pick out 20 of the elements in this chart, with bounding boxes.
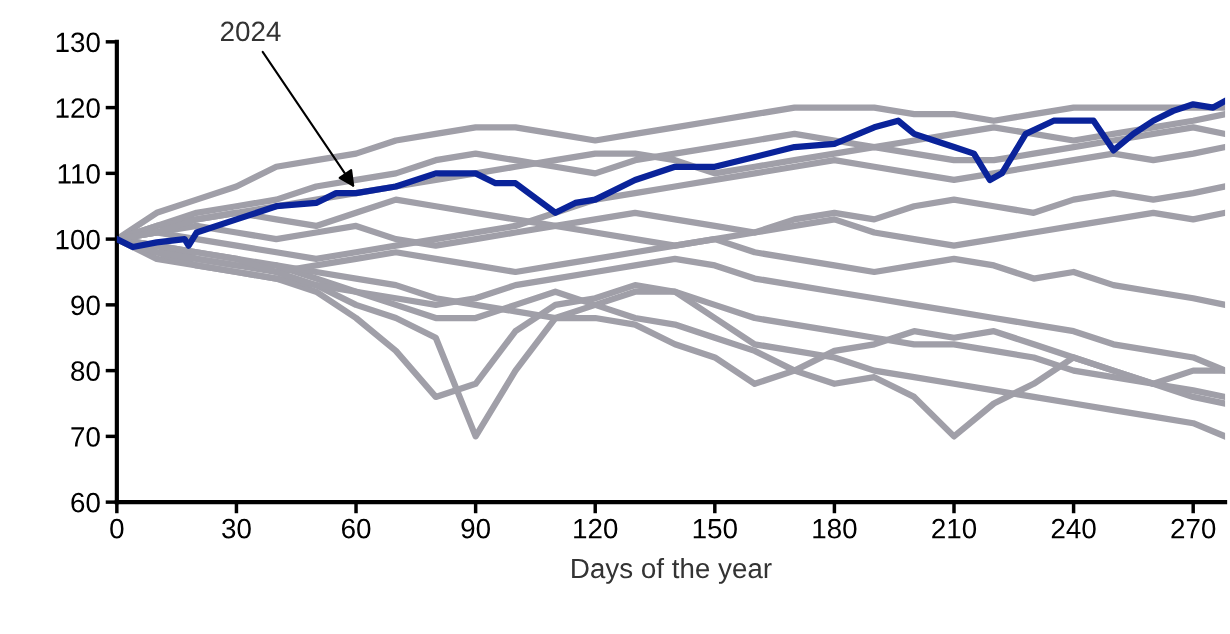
x-tick-label: 120	[574, 518, 618, 539]
x-tick-label: 270	[1171, 518, 1216, 539]
x-axis-title: Days of the year	[572, 557, 772, 584]
annotation: 2024	[220, 21, 281, 42]
y-tick-label: 100	[56, 229, 100, 250]
x-tick-label: 60	[342, 518, 371, 539]
y-tick-label: 90	[71, 295, 100, 316]
x-tick-label: 0	[110, 518, 124, 539]
x-tick-label: 30	[222, 518, 251, 539]
x-tick-label: 210	[932, 518, 977, 539]
y-tick-label: 120	[56, 98, 100, 118]
x-tick-label: 90	[461, 518, 490, 539]
y-tick-label: 60	[71, 492, 100, 513]
y-tick-label: 80	[71, 361, 100, 381]
y-tick-label: 70	[71, 427, 100, 447]
y-tick-label: 110	[58, 164, 100, 184]
y-tick-label: 130	[56, 32, 100, 53]
x-tick-label: 150	[693, 518, 737, 539]
x-tick-label: 180	[813, 518, 857, 539]
x-tick-label: 240	[1051, 518, 1096, 539]
